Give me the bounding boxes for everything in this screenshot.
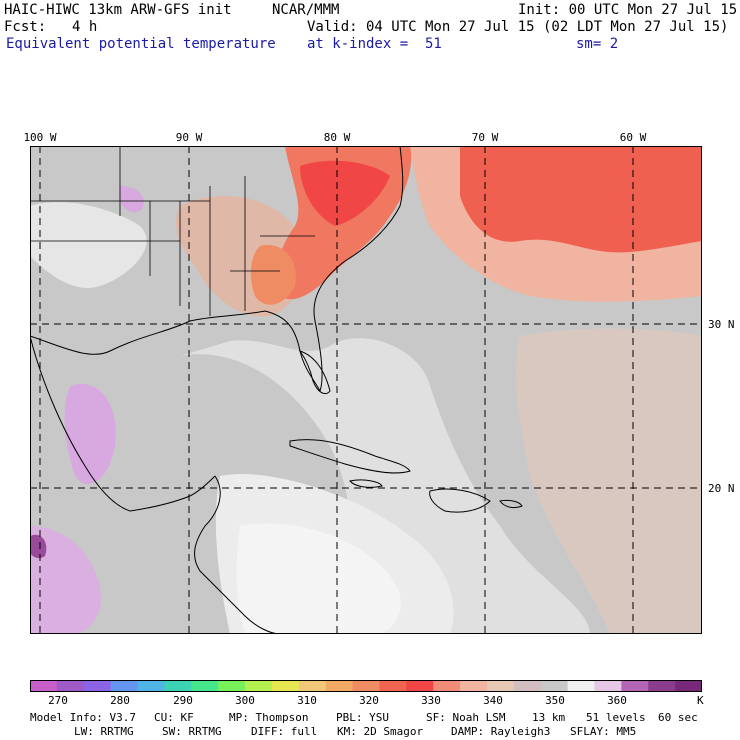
colorbar-swatch — [271, 680, 300, 692]
colorbar — [30, 680, 702, 692]
cuba-outline — [289, 439, 411, 474]
coastlines — [30, 146, 523, 634]
colorbar-swatch — [325, 680, 354, 692]
colorbar-tick-320: 320 — [359, 694, 379, 707]
colorbar-tick-270: 270 — [48, 694, 68, 707]
field-mexico-purple — [64, 384, 116, 485]
field-atlantic-tan — [515, 328, 702, 634]
field-caribbean-whitest — [236, 523, 401, 634]
colorbar-swatch — [379, 680, 407, 692]
model-info-diff: DIFF: full — [251, 725, 318, 738]
hispaniola-outline — [429, 488, 491, 513]
lat-label-30n: 30 N — [708, 318, 735, 331]
colorbar-swatch — [675, 680, 702, 692]
colorbar-swatch — [218, 680, 246, 692]
colorbar-tick-360: 360 — [607, 694, 627, 707]
model-info-pbl: PBL: YSU — [336, 711, 389, 724]
colorbar-swatch — [540, 680, 569, 692]
colorbar-swatch — [352, 680, 380, 692]
colorbar-swatch — [460, 680, 488, 692]
field-plains-purple — [119, 186, 144, 213]
us-gulf-atlantic-coast — [30, 146, 404, 393]
colorbar-swatch — [110, 680, 139, 692]
model-info-lw: LW: RRTMG — [74, 725, 134, 738]
field-name: Equivalent potential temperature — [6, 36, 276, 52]
model-info-levels: 51 levels — [586, 711, 646, 724]
model-info-sflay: SFLAY: MM5 — [570, 725, 637, 738]
central-america-coast — [194, 475, 281, 634]
model-info-sw: SW: RRTMG — [162, 725, 222, 738]
field-virginia-darkred — [300, 160, 390, 226]
colorbar-unit: K — [697, 694, 704, 707]
valid-time: Valid: 04 UTC Mon 27 Jul 15 (02 LDT Mon … — [307, 19, 729, 35]
lon-label-70w: 70 W — [471, 131, 499, 144]
model-info-version: Model Info: V3.7 — [30, 711, 136, 724]
lon-label-60w: 60 W — [619, 131, 647, 144]
colorbar-tick-340: 340 — [483, 694, 503, 707]
map-canvas — [30, 146, 702, 634]
colorbar-swatch — [486, 680, 515, 692]
colorbar-swatch — [83, 680, 112, 692]
colorbar-swatch — [30, 680, 58, 692]
field-plains-white — [30, 202, 147, 289]
model-info-cu: CU: KF — [154, 711, 194, 724]
colorbar-tick-330: 330 — [421, 694, 441, 707]
colorbar-swatch — [648, 680, 676, 692]
state-borders — [30, 146, 315, 316]
org-label: NCAR/MMM — [272, 2, 340, 18]
lon-label-80w: 80 W — [323, 131, 351, 144]
model-title: HAIC-HIWC 13km ARW-GFS init — [4, 2, 232, 18]
colorbar-frame — [30, 680, 702, 692]
model-info-resolution: 13 km — [532, 711, 566, 724]
colorbar-swatch — [433, 680, 461, 692]
colorbar-swatch — [298, 680, 327, 692]
init-time: Init: 00 UTC Mon 27 Jul 15 — [518, 2, 738, 18]
colorbar-swatch — [191, 680, 219, 692]
field-atlantic-red — [460, 146, 702, 253]
colorbar-swatch — [513, 680, 542, 692]
model-info-sf: SF: Noah LSM — [426, 711, 506, 724]
smoothing-value: sm= 2 — [576, 36, 619, 52]
model-info-timestep: 60 sec — [658, 711, 698, 724]
lon-label-100w: 100 W — [23, 131, 57, 144]
florida-peninsula — [298, 350, 331, 394]
colorbar-swatch — [164, 680, 192, 692]
model-info-damp: DAMP: Rayleigh3 — [451, 725, 551, 738]
colorbar-swatch — [137, 680, 165, 692]
colorbar-swatch — [594, 680, 622, 692]
field-georgia-orange — [250, 245, 296, 305]
map-frame — [30, 146, 702, 634]
field-southmexico-purple — [30, 526, 101, 634]
model-info-km: KM: 2D Smagor — [337, 725, 424, 738]
colorbar-swatch — [567, 680, 595, 692]
colorbar-tick-280: 280 — [110, 694, 130, 707]
graticule — [30, 146, 702, 634]
level-index: at k-index = 51 — [307, 36, 442, 52]
colorbar-tick-310: 310 — [297, 694, 317, 707]
lon-label-90w: 90 W — [175, 131, 203, 144]
colorbar-swatch — [621, 680, 649, 692]
colorbar-tick-290: 290 — [173, 694, 193, 707]
forecast-label: Fcst: — [4, 19, 47, 35]
field-mexico-darkpurple — [30, 534, 47, 559]
mexico-gulf-coast — [30, 335, 216, 512]
colorbar-tick-300: 300 — [235, 694, 255, 707]
field-central-caribbean-360k — [180, 338, 590, 634]
colorbar-tick-350: 350 — [545, 694, 565, 707]
colorbar-swatch — [56, 680, 85, 692]
jamaica-outline — [349, 479, 383, 488]
colorbar-swatch — [245, 680, 273, 692]
theta-e-map — [30, 146, 702, 634]
forecast-hour: 4 h — [72, 19, 98, 35]
puerto-rico-outline — [499, 499, 523, 509]
model-info-mp: MP: Thompson — [229, 711, 309, 724]
colorbar-swatch — [406, 680, 434, 692]
lat-label-20n: 20 N — [708, 482, 735, 495]
